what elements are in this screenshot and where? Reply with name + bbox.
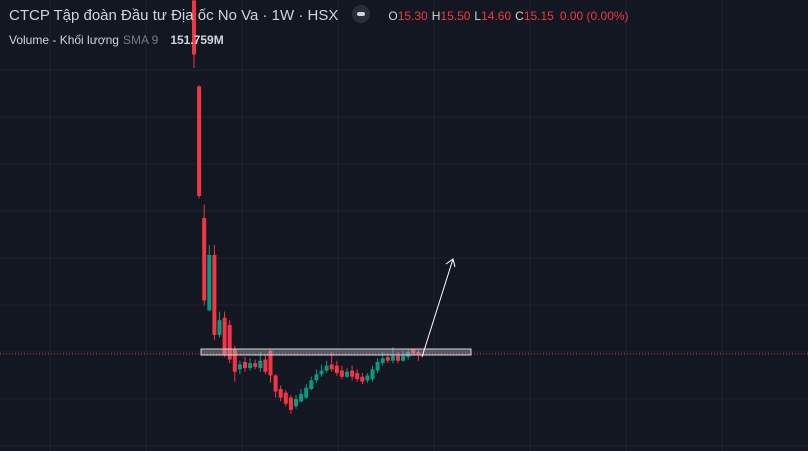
ohlc-key: C: [515, 9, 524, 23]
candle-body: [273, 375, 278, 392]
candle-body: [345, 371, 349, 377]
candle-body: [243, 361, 247, 369]
candle-body: [380, 358, 385, 364]
candle-body: [253, 363, 258, 367]
candle-body: [350, 370, 355, 377]
candle-body: [365, 375, 370, 381]
candle-body: [411, 349, 416, 354]
candle-body: [370, 369, 375, 380]
candle-body: [355, 373, 360, 380]
ohlc-value: 14.60: [481, 9, 512, 23]
ohlc-value: 15.50: [440, 9, 471, 23]
candle-body: [212, 254, 217, 335]
candle-body: [192, 0, 196, 55]
candle-body: [416, 352, 421, 354]
candle-body: [375, 361, 380, 371]
candle-body: [304, 387, 309, 398]
ohlc-key: H: [431, 9, 441, 23]
candle-body: [237, 364, 242, 370]
candle-body: [401, 355, 406, 361]
candle-body: [360, 376, 365, 382]
candle-body: [385, 357, 390, 361]
price-change: 0.00 (0.00%): [559, 9, 629, 23]
candle-body: [299, 393, 304, 402]
candle-body: [288, 397, 293, 410]
candle-body: [268, 350, 273, 376]
candle-body: [227, 325, 232, 360]
candle-body: [283, 392, 288, 404]
ohlc-value: 15.30: [397, 9, 428, 23]
candle-body: [217, 320, 222, 335]
volume-row: Volume - Khối lượng SMA 9 151.759M: [9, 33, 224, 47]
volume-value: 151.759M: [170, 33, 224, 47]
drawn-arrow: [421, 258, 454, 358]
candle-body: [248, 363, 253, 369]
drawn-box: [200, 348, 472, 356]
candle-body: [324, 365, 329, 371]
candle-body: [258, 360, 263, 369]
candle-body: [390, 355, 395, 361]
candle-body: [334, 365, 339, 374]
volume-label: Volume - Khối lượng: [9, 33, 119, 47]
candle-body: [202, 218, 207, 301]
ohlc-key: O: [388, 9, 398, 23]
candle-body: [197, 86, 202, 196]
symbol-title: CTCP Tập đoàn Đầu tư Địa ốc No Va · 1W ·…: [9, 7, 339, 24]
candle-body: [222, 317, 227, 355]
candle-body: [309, 380, 314, 390]
collapse-button[interactable]: [352, 5, 371, 24]
candle-body: [263, 359, 268, 372]
ohlc-value: 15.15: [523, 9, 554, 23]
candle-body: [207, 254, 212, 311]
ohlc-values: O15.30 H15.50 L14.60 C15.15 0.00 (0.00%): [384, 9, 628, 23]
candle-body: [278, 389, 283, 398]
candle-body: [329, 364, 334, 370]
indicator-label: SMA 9: [122, 33, 159, 47]
legend-row: CTCP Tập đoàn Đầu tư Địa ốc No Va · 1W ·…: [9, 5, 629, 25]
ohlc-key: L: [474, 9, 482, 23]
candle-body: [396, 355, 400, 361]
candle-body: [232, 349, 237, 372]
candle-body: [314, 374, 319, 381]
candle-body: [339, 370, 344, 377]
arrow-head: [445, 258, 456, 268]
candle-body: [294, 398, 298, 407]
candle-body: [319, 370, 324, 375]
